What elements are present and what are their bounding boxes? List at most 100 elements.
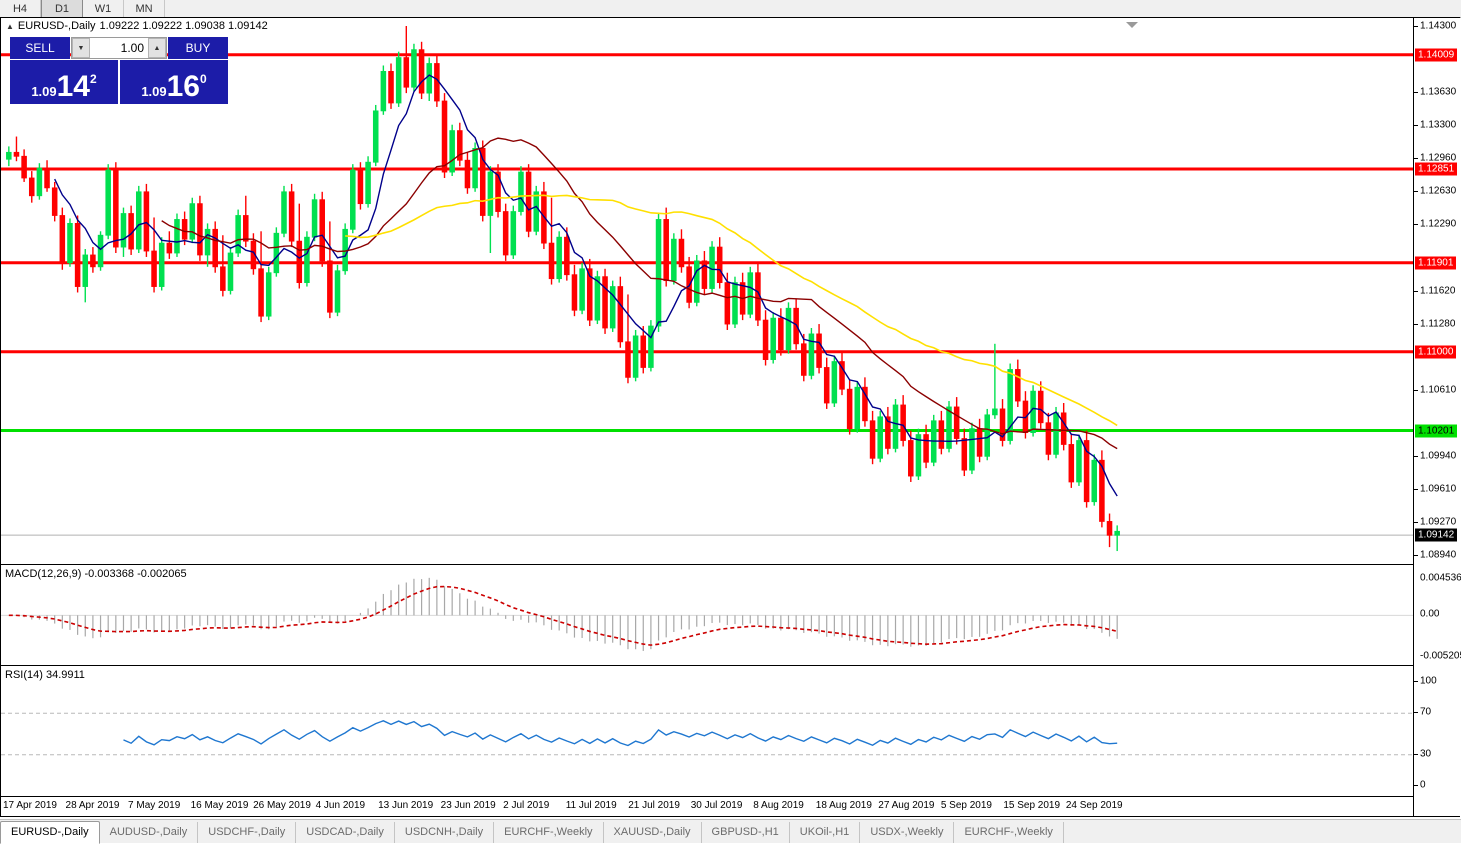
- rsi-axis-label: 70: [1420, 706, 1432, 718]
- chart-tab-8[interactable]: UKOil-,H1: [790, 822, 861, 843]
- rsi-tick: [1414, 785, 1418, 786]
- chart-tab-2[interactable]: USDCHF-,Daily: [198, 822, 297, 843]
- one-click-trading-panel[interactable]: SELL ▼ 1.00 ▲ BUY 1.09 14 2 1.09 16 0: [10, 37, 228, 104]
- volume-stepper[interactable]: ▼ 1.00 ▲: [71, 37, 167, 59]
- chart-tab-bar[interactable]: EURUSD-,Daily AUDUSD-,Daily USDCHF-,Daily U…: [0, 819, 1461, 844]
- sell-price-display[interactable]: 1.09 14 2: [10, 60, 118, 104]
- price-tick-label: 1.12290: [1420, 218, 1457, 230]
- price-tick: [1414, 158, 1418, 160]
- timeframe-button-mn[interactable]: MN: [124, 0, 165, 17]
- scroll-indicator-icon[interactable]: [1126, 22, 1138, 28]
- rsi-axis-label: 0: [1420, 779, 1426, 791]
- price-tick: [1414, 26, 1418, 27]
- date-tick-label: 21 Jul 2019: [628, 800, 680, 811]
- date-tick-label: 18 Aug 2019: [815, 800, 872, 811]
- timeframe-button-w1[interactable]: W1: [83, 0, 124, 17]
- buy-button[interactable]: BUY: [168, 37, 228, 59]
- date-tick-label: 13 Jun 2019: [378, 800, 434, 811]
- price-tick-label: 1.14300: [1420, 20, 1457, 32]
- macd-axis-label: 0.004536: [1420, 572, 1461, 584]
- chart-frame[interactable]: MACD(12,26,9) -0.003368 -0.002065 RSI(14…: [0, 17, 1461, 817]
- chart-ohlc-values: 1.09222 1.09222 1.09038 1.09142: [99, 20, 268, 32]
- timeframe-button-h4[interactable]: H4: [0, 0, 41, 17]
- buy-price-prefix: 1.09: [141, 84, 167, 99]
- price-tick-label: 1.13300: [1420, 119, 1457, 131]
- price-tick: [1414, 124, 1418, 126]
- price-tick-label: 1.10610: [1420, 384, 1457, 396]
- price-tick-label: 1.09270: [1420, 516, 1457, 528]
- price-tick: [1414, 324, 1418, 326]
- rsi-axis-label: 100: [1420, 675, 1437, 687]
- price-level-badge-support[interactable]: 1.10201: [1415, 424, 1458, 438]
- price-tick: [1414, 555, 1418, 556]
- chart-symbol-label: EURUSD-,Daily: [17, 20, 96, 32]
- buy-price-display[interactable]: 1.09 16 0: [120, 60, 228, 104]
- chart-tab-5[interactable]: EURCHF-,Weekly: [494, 822, 604, 843]
- rsi-pane[interactable]: RSI(14) 34.9911: [1, 665, 1413, 795]
- date-tick-label: 15 Sep 2019: [1003, 800, 1061, 811]
- rsi-tick: [1414, 712, 1418, 714]
- date-tick-label: 30 Jul 2019: [690, 800, 743, 811]
- price-tick-label: 1.13630: [1420, 86, 1457, 98]
- price-tick: [1414, 224, 1418, 226]
- date-axis[interactable]: 17 Apr 2019 28 Apr 2019 7 May 2019 16 May 2…: [1, 796, 1413, 816]
- price-tick-label: 1.11280: [1420, 318, 1456, 330]
- date-tick-label: 4 Jun 2019: [315, 800, 366, 811]
- sell-price-main: 14: [56, 70, 90, 103]
- price-level-badge-resistance[interactable]: 1.14009: [1415, 48, 1458, 62]
- buy-price-fraction: 0: [200, 72, 207, 86]
- date-tick-label: 16 May 2019: [190, 800, 249, 811]
- date-tick-label: 24 Sep 2019: [1065, 800, 1123, 811]
- macd-axis-label: 0.00: [1420, 608, 1440, 620]
- chart-tab-7[interactable]: GBPUSD-,H1: [702, 822, 790, 843]
- price-axis[interactable]: 1.14300 1.13630 1.13300 1.12960 1.12630 1.122…: [1413, 18, 1461, 816]
- chart-tab-0[interactable]: EURUSD-,Daily: [0, 821, 100, 844]
- date-tick-label: 23 Jun 2019: [440, 800, 496, 811]
- timeframe-button-d1[interactable]: D1: [41, 0, 83, 17]
- chart-tab-4[interactable]: USDCNH-,Daily: [395, 822, 495, 843]
- volume-decrement-icon[interactable]: ▼: [72, 38, 90, 58]
- price-tick: [1414, 456, 1418, 458]
- price-tick: [1414, 92, 1418, 94]
- date-tick-label: 8 Aug 2019: [753, 800, 804, 811]
- collapse-triangle-icon[interactable]: ▲: [6, 21, 14, 31]
- price-tick: [1414, 290, 1418, 292]
- chart-header: ▲ EURUSD-,Daily 1.09222 1.09222 1.09038 …: [6, 20, 268, 32]
- date-tick-label: 28 Apr 2019: [65, 800, 120, 811]
- date-tick-label: 2 Jul 2019: [503, 800, 550, 811]
- candlestick-canvas: [1, 26, 1413, 552]
- chart-tab-3[interactable]: USDCAD-,Daily: [296, 822, 395, 843]
- date-tick-label: 7 May 2019: [128, 800, 181, 811]
- chart-tab-6[interactable]: XAUUSD-,Daily: [604, 822, 702, 843]
- price-pane[interactable]: [1, 18, 1413, 563]
- price-tick-label: 1.09610: [1420, 483, 1457, 495]
- price-tick: [1414, 522, 1418, 524]
- date-tick-label: 27 Aug 2019: [878, 800, 935, 811]
- price-tick: [1414, 488, 1418, 490]
- price-tick-label: 1.12630: [1420, 185, 1457, 197]
- price-tick-label: 1.12960: [1420, 152, 1457, 164]
- price-tick-label: 1.09940: [1420, 450, 1457, 462]
- price-tick: [1414, 390, 1418, 392]
- volume-increment-icon[interactable]: ▲: [148, 38, 166, 58]
- price-tick-label: 1.11620: [1420, 285, 1456, 296]
- macd-pane[interactable]: MACD(12,26,9) -0.003368 -0.002065: [1, 564, 1413, 664]
- chart-tab-10[interactable]: EURCHF-,Weekly: [954, 822, 1064, 843]
- rsi-label: RSI(14) 34.9911: [5, 669, 85, 681]
- price-level-badge-resistance[interactable]: 1.12851: [1415, 162, 1458, 176]
- volume-input[interactable]: 1.00: [120, 41, 144, 55]
- chart-tab-1[interactable]: AUDUSD-,Daily: [100, 822, 199, 843]
- price-level-badge-resistance[interactable]: 1.11901: [1415, 256, 1457, 270]
- sell-button[interactable]: SELL: [10, 37, 70, 59]
- date-tick-label: 5 Sep 2019: [940, 800, 992, 811]
- chart-tab-9[interactable]: USDX-,Weekly: [860, 822, 955, 843]
- price-level-badge-current[interactable]: 1.09142: [1415, 528, 1458, 542]
- macd-axis-label: -0.005205: [1420, 650, 1461, 662]
- timeframe-toolbar: H4 D1 W1 MN: [0, 0, 1461, 18]
- sell-price-fraction: 2: [90, 72, 97, 86]
- rsi-canvas: [1, 712, 1413, 756]
- date-tick-label: 17 Apr 2019: [3, 800, 57, 811]
- price-level-badge-resistance[interactable]: 1.11000: [1415, 345, 1457, 359]
- price-tick-label: 1.08940: [1420, 549, 1457, 561]
